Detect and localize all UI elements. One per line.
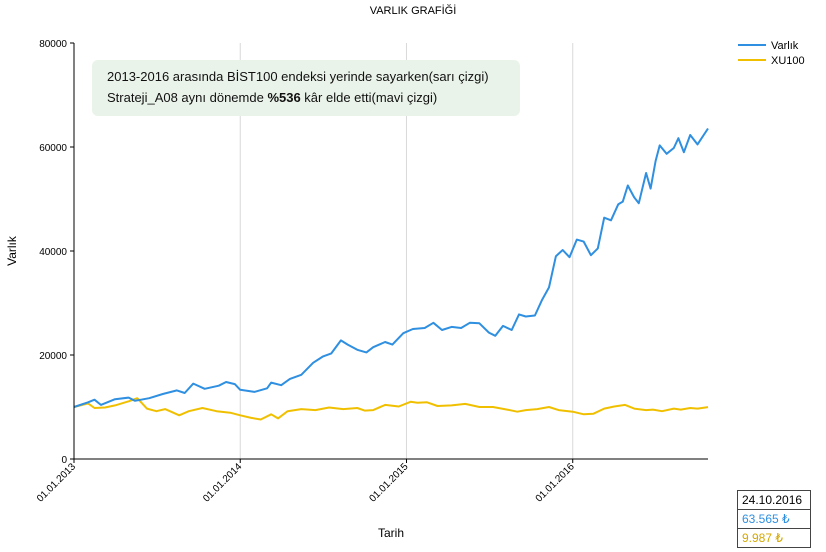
x-tick-label: 01.01.2014 [201,461,244,504]
chart-title: VARLIK GRAFİĞİ [370,4,457,17]
x-tick-label: 01.01.2013 [35,461,78,504]
annotation-line-1: 2013-2016 arasında BİST100 endeksi yerin… [107,69,489,84]
series-layer [73,127,709,421]
y-tick-label: 80000 [39,39,67,50]
x-axis-label: Tarih [378,526,404,540]
series-line-xu100 [73,397,709,421]
hover-info-box: 24.10.2016 63.565 ₺ 9.987 ₺ [737,490,811,548]
legend-label-varlik: Varlık [771,40,799,52]
chart-annotation: 2013-2016 arasında BİST100 endeksi yerin… [92,60,520,116]
y-tick-label: 0 [61,455,67,466]
info-date: 24.10.2016 [738,491,810,510]
y-axis-label: Varlık [5,235,19,266]
y-tick-label: 60000 [39,143,67,154]
y-tick-layer: 0 20000 40000 60000 80000 [39,39,74,466]
annotation-line-2-end: kâr elde etti(mavi çizgi) [300,90,438,105]
legend: Varlık XU100 [738,40,805,67]
info-varlik-value: 63.565 ₺ [738,510,810,529]
legend-label-xu100: XU100 [771,55,805,67]
x-tick-label: 01.01.2015 [367,461,410,504]
y-tick-label: 20000 [39,351,67,362]
x-tick-label: 01.01.2016 [534,461,577,504]
y-tick-label: 40000 [39,247,67,258]
annotation-line-2: Strateji_A08 aynı dönemde %536 kâr elde … [107,87,520,108]
x-tick-layer: 01.01.2013 01.01.2014 01.01.2015 01.01.2016 [35,459,577,505]
annotation-profit-percent: %536 [267,90,301,105]
annotation-line-2-start: Strateji_A08 aynı dönemde [107,90,268,105]
info-xu100-value: 9.987 ₺ [742,531,783,545]
series-line-varlık [73,127,709,408]
